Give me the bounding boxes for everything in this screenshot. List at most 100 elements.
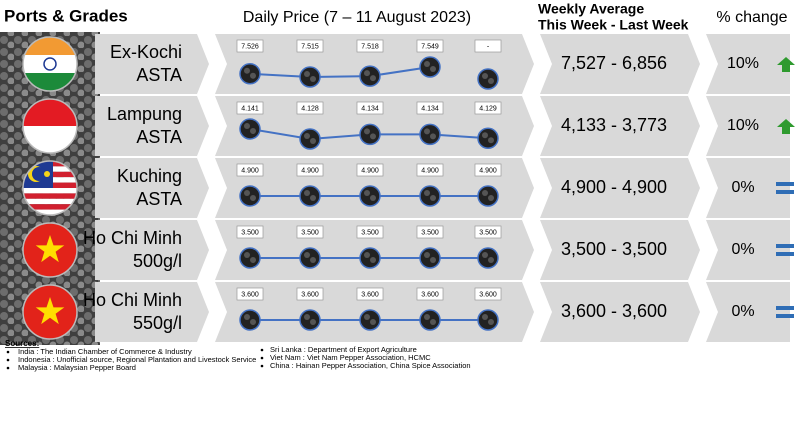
- row-weekly-panel: [540, 34, 700, 94]
- price-point: [359, 185, 381, 207]
- pepper-texture: [482, 190, 488, 196]
- price-point: [419, 309, 441, 331]
- trend-flat-icon: [776, 314, 794, 318]
- pepper-texture: [250, 128, 256, 134]
- price-label-box: [474, 101, 502, 115]
- price-label-box: [474, 39, 502, 53]
- price-label: 3.600: [421, 291, 439, 298]
- pepper-texture: [488, 137, 494, 144]
- price-label: 4.900: [421, 167, 439, 174]
- port-name: Lampung: [107, 104, 182, 124]
- flag-inner: [23, 285, 77, 339]
- pepper-texture: [424, 252, 430, 258]
- price-label: 4.129: [479, 105, 497, 112]
- price-label: 3.600: [241, 291, 259, 298]
- row-change-panel: [706, 34, 790, 94]
- pepper-texture: [482, 314, 488, 320]
- price-label: 7.549: [421, 43, 439, 50]
- price-label: 7.518: [361, 43, 379, 50]
- row-label-panel: [95, 220, 209, 280]
- pepper-texture: [424, 128, 430, 135]
- price-point: [359, 247, 381, 269]
- bullet: [6, 350, 10, 354]
- price-label: 4.900: [301, 167, 319, 174]
- row-label-panel: [95, 34, 209, 94]
- flag: [23, 223, 77, 277]
- source-item: China : Hainan Pepper Association, China…: [270, 361, 471, 370]
- trend-up-icon: [777, 119, 795, 134]
- pepper-texture: [488, 78, 494, 84]
- price-label-box: [474, 225, 502, 239]
- pepper-texture: [370, 195, 376, 201]
- flag-stripe: [23, 209, 77, 215]
- pepper-texture: [430, 195, 436, 201]
- row-label-panel: [95, 158, 209, 218]
- flag-rim: [22, 36, 78, 92]
- price-label-box: [416, 225, 444, 239]
- price-point: [299, 66, 321, 88]
- price-point: [299, 128, 321, 150]
- flag-stripe: [23, 204, 77, 210]
- price-label-box: [296, 287, 324, 301]
- price-label-box: [236, 287, 264, 301]
- trend-flat-icon: [776, 306, 794, 310]
- percent-change: 10%: [727, 55, 759, 72]
- price-point: [419, 247, 441, 269]
- weekly-title: This Week - Last Week: [538, 17, 689, 33]
- row-weekly-panel: [540, 158, 700, 218]
- price-label: 3.500: [421, 229, 439, 236]
- weekly-title: Weekly Average: [538, 1, 644, 17]
- price-label: 3.500: [241, 229, 259, 236]
- port-name: Ho Chi Minh: [83, 228, 182, 248]
- pepper-texture: [304, 133, 310, 139]
- source-item: Malaysia : Malaysian Pepper Board: [18, 363, 136, 372]
- price-label: 3.600: [479, 291, 497, 298]
- row-change-panel: [706, 96, 790, 156]
- price-point: [239, 185, 261, 207]
- daily-title: Daily Price (7 – 11 August 2023): [243, 9, 471, 26]
- price-point: [359, 309, 381, 331]
- price-label-box: [416, 39, 444, 53]
- row-change-panel: [706, 158, 790, 218]
- price-point: [359, 123, 381, 146]
- percent-change: 0%: [731, 241, 754, 258]
- price-label-box: [236, 39, 264, 53]
- grade: 500g/l: [133, 251, 182, 271]
- grade: 550g/l: [133, 313, 182, 333]
- flag-rim: [22, 284, 78, 340]
- flag-stripe: [23, 193, 77, 199]
- row-change-panel: [706, 282, 790, 342]
- pepper-texture: [370, 75, 376, 82]
- price-label-box: [356, 225, 384, 239]
- pepper-texture: [250, 319, 256, 325]
- pepper-texture: [304, 71, 310, 77]
- bullet: [6, 358, 10, 362]
- pepper-texture: [244, 123, 250, 129]
- percent-change: 0%: [731, 179, 754, 196]
- weekly-average: 3,600 - 3,600: [561, 301, 667, 321]
- pepper-texture: [430, 133, 436, 140]
- flag-rim: [22, 222, 78, 278]
- price-label: 4.141: [241, 105, 259, 112]
- pepper-texture: [250, 195, 256, 201]
- price-point: [239, 63, 261, 85]
- pepper-texture: [250, 257, 256, 263]
- weekly-average: 4,900 - 4,900: [561, 177, 667, 197]
- bullet: [260, 364, 264, 368]
- pepper-texture: [250, 72, 256, 79]
- flag-band: [23, 37, 77, 55]
- flag-star: [35, 235, 65, 263]
- flag-star: [44, 171, 50, 177]
- pepper-texture: [310, 257, 316, 263]
- price-label: 4.900: [479, 167, 497, 174]
- flag-band: [23, 55, 77, 73]
- pepper-texture: [310, 138, 316, 144]
- pepper-texture: [370, 319, 376, 325]
- pepper-texture: [304, 190, 310, 196]
- price-label: 4.134: [361, 105, 379, 112]
- price-point: [419, 185, 441, 207]
- trend-flat-icon: [776, 252, 794, 256]
- price-point: [239, 247, 261, 269]
- price-label: 3.500: [361, 229, 379, 236]
